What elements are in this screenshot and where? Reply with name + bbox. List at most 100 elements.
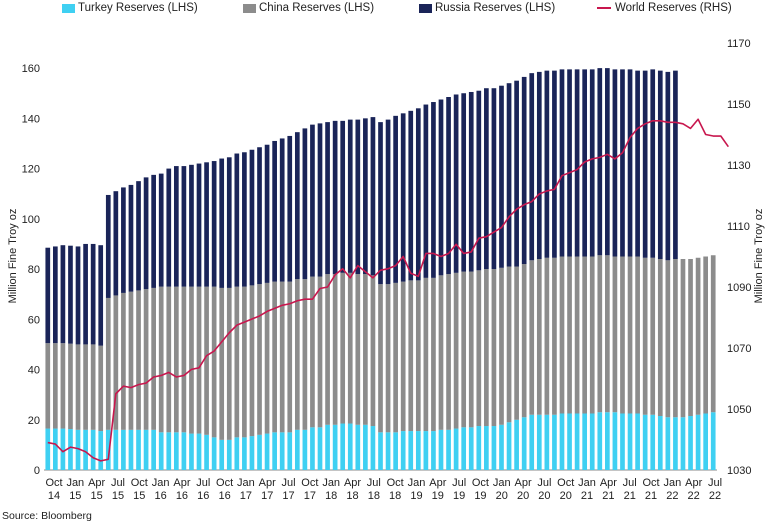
- bar-turkey: [317, 427, 323, 470]
- x-tick-month: Oct: [45, 477, 62, 489]
- bar-turkey: [657, 416, 663, 470]
- bar-turkey: [272, 432, 277, 470]
- x-tick-month: Apr: [600, 477, 617, 489]
- bar-turkey: [635, 413, 640, 470]
- bar-china: [476, 270, 482, 427]
- bar-turkey: [68, 429, 73, 470]
- bar-china: [211, 286, 217, 438]
- bar-russia: [415, 108, 421, 281]
- bar-turkey: [136, 429, 141, 470]
- bar-turkey: [415, 431, 421, 470]
- bar-china: [287, 281, 293, 433]
- x-tick-month: Jan: [237, 477, 255, 489]
- bar-russia: [211, 161, 217, 287]
- x-tick-month: Apr: [429, 477, 446, 489]
- bar-russia: [234, 153, 240, 287]
- bar-turkey: [597, 412, 603, 470]
- bar-russia: [242, 152, 247, 287]
- x-tick-year: 20: [517, 490, 529, 502]
- bar-turkey: [113, 429, 119, 470]
- bar-russia: [143, 177, 149, 290]
- bar-russia: [249, 149, 255, 286]
- bar-china: [385, 284, 391, 433]
- legend-label-world: World Reserves (RHS): [615, 2, 732, 14]
- bar-turkey: [279, 432, 285, 470]
- x-tick-month: Oct: [131, 477, 148, 489]
- x-tick-year: 22: [666, 490, 678, 502]
- x-tick-month: Oct: [216, 477, 233, 489]
- bar-russia: [514, 80, 519, 267]
- bar-russia: [635, 70, 640, 257]
- x-tick-month: Apr: [515, 477, 532, 489]
- x-tick-month: Jul: [623, 477, 637, 489]
- x-tick-year: 18: [389, 490, 401, 502]
- x-tick-year: 22: [688, 490, 700, 502]
- bar-russia: [60, 245, 66, 344]
- x-tick-month: Jan: [578, 477, 596, 489]
- x-tick-year: 21: [645, 490, 657, 502]
- x-tick-month: Apr: [88, 477, 105, 489]
- bar-russia: [431, 102, 436, 278]
- bar-turkey: [688, 416, 693, 470]
- bar-russia: [605, 68, 610, 256]
- bar-china: [90, 344, 96, 430]
- x-tick-year: 21: [581, 490, 593, 502]
- bar-russia: [597, 68, 603, 256]
- bar-russia: [272, 140, 277, 282]
- bar-turkey: [438, 429, 444, 470]
- bar-china: [514, 266, 519, 420]
- bar-turkey: [393, 432, 398, 470]
- bar-china: [415, 280, 421, 432]
- y-tick-left: 100: [22, 214, 40, 226]
- bar-russia: [302, 128, 308, 280]
- x-tick-year: 18: [325, 490, 337, 502]
- x-tick-year: 19: [432, 490, 444, 502]
- bar-turkey: [400, 431, 406, 470]
- bar-russia: [121, 187, 126, 293]
- bar-china: [680, 259, 686, 418]
- bar-russia: [627, 69, 633, 257]
- y-tick-right: 1050: [727, 404, 751, 416]
- bar-turkey: [423, 431, 429, 470]
- bar-china: [317, 276, 323, 428]
- bar-russia: [484, 88, 489, 270]
- bar-china: [423, 277, 429, 432]
- bar-turkey: [552, 414, 557, 470]
- x-tick-year: 17: [304, 490, 316, 502]
- legend-label-china: China Reserves (LHS): [259, 2, 375, 14]
- x-tick-year: 19: [474, 490, 486, 502]
- bar-turkey: [151, 429, 156, 470]
- bar-turkey: [340, 423, 346, 470]
- y-tick-left: 80: [28, 264, 40, 276]
- bar-china: [484, 269, 489, 427]
- x-tick-year: 15: [112, 490, 124, 502]
- bar-russia: [423, 104, 429, 278]
- bar-turkey: [370, 426, 376, 470]
- legend-item-russia: Russia Reserves (LHS): [419, 2, 555, 14]
- bar-turkey: [642, 414, 648, 470]
- bar-china: [612, 256, 618, 413]
- bar-turkey: [484, 426, 489, 470]
- bar-turkey: [453, 428, 459, 470]
- bar-turkey: [695, 414, 701, 470]
- bar-russia: [499, 85, 504, 268]
- bar-russia: [438, 99, 444, 276]
- bar-turkey: [665, 417, 671, 470]
- bar-russia: [340, 120, 346, 273]
- bar-china: [453, 272, 459, 429]
- bar-turkey: [75, 429, 81, 470]
- bar-turkey: [158, 432, 164, 470]
- x-tick-year: 15: [69, 490, 81, 502]
- bar-turkey: [514, 419, 519, 470]
- bar-china: [559, 256, 565, 414]
- bar-russia: [294, 132, 300, 280]
- x-tick-year: 20: [496, 490, 508, 502]
- bar-turkey: [60, 428, 66, 470]
- bar-turkey: [189, 433, 194, 470]
- bar-russia: [506, 83, 512, 267]
- bar-turkey: [559, 413, 565, 470]
- bar-turkey: [582, 413, 588, 470]
- bar-china: [98, 345, 104, 432]
- bar-turkey: [287, 432, 293, 470]
- bar-china: [226, 287, 232, 440]
